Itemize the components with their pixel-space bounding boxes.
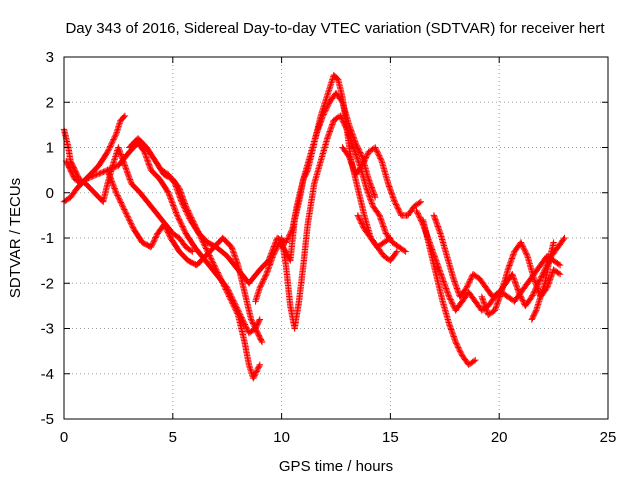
y-tick-label: -5 (41, 411, 54, 428)
y-tick-label: 1 (46, 140, 54, 157)
y-tick-label: -3 (41, 321, 54, 338)
data-point-markers (339, 144, 425, 219)
y-tick-label: -1 (41, 230, 54, 247)
data-point-markers (528, 239, 557, 323)
series-arc-10 (354, 212, 401, 264)
grid (64, 57, 608, 419)
series-arc-15 (528, 239, 557, 323)
x-axis-label: GPS time / hours (279, 458, 393, 475)
axis-ticks: 0 5 10 15 20 25 -5 -4 -3 -2 -1 0 1 2 3 (41, 49, 617, 446)
series-arc-8 (278, 112, 409, 332)
y-tick-label: 2 (46, 94, 54, 111)
y-tick-label: 3 (46, 49, 54, 66)
data-point-markers (419, 216, 479, 368)
data-point-markers (126, 135, 264, 382)
x-tick-label: 0 (60, 429, 68, 446)
x-tick-label: 10 (273, 429, 290, 446)
chart-title: Day 343 of 2016, Sidereal Day-to-day VTE… (65, 20, 605, 37)
y-tick-label: -4 (41, 366, 54, 383)
y-tick-label: -2 (41, 275, 54, 292)
x-tick-label: 20 (491, 429, 508, 446)
x-tick-label: 5 (169, 429, 177, 446)
x-tick-label: 25 (600, 429, 617, 446)
y-tick-label: 0 (46, 185, 54, 202)
data-point-markers (354, 212, 401, 264)
x-tick-label: 15 (382, 429, 399, 446)
series-arc-12 (419, 216, 479, 368)
series-arc-5 (126, 135, 264, 382)
y-axis-label: SDTVAR / TECUs (7, 178, 24, 298)
series-arc-9 (339, 144, 425, 219)
data-point-markers (278, 112, 409, 332)
data-points (60, 71, 568, 382)
